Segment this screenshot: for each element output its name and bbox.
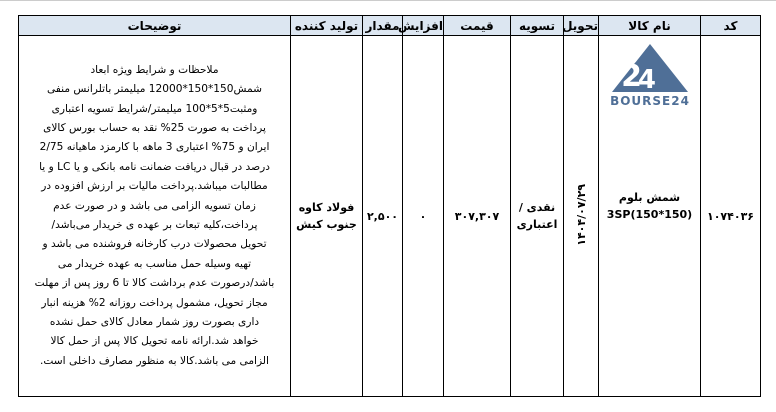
description-line: پرداخت،کلیه تبعات بر عهده ی خریدار می‌با… bbox=[51, 219, 258, 231]
producer-line1: فولاد کاوه bbox=[298, 201, 355, 214]
header-description: توضیحات bbox=[18, 15, 291, 36]
description-line: باشد/درصورت عدم برداشت کالا تا 6 روز پس … bbox=[34, 277, 275, 290]
description-line: مجاز تحویل، مشمول پرداخت روزانه 2% هزینه… bbox=[41, 296, 268, 309]
product-table: کد نام کالا تحویل تسویه قیمت افزایش مقدا… bbox=[18, 15, 761, 397]
settlement-line2: اعتباری bbox=[516, 218, 558, 231]
product-name-line1: شمش بلوم bbox=[618, 191, 681, 204]
increase-cell: ۰ bbox=[402, 35, 444, 397]
product-name-cell: 2 4 BOURSE24 شمش بلوم (150*150)3SP bbox=[598, 35, 701, 397]
table-row: ۱۰۷۴۰۳۶ 2 4 BOURSE24 شمش بلوم (150*150)3… bbox=[18, 35, 761, 397]
settlement-cell: نقدی / اعتباری bbox=[510, 35, 564, 397]
header-increase: افزایش bbox=[398, 15, 444, 36]
description-line: تحویل محصولات درب کارخانه فروشنده می باش… bbox=[42, 238, 267, 251]
svg-text:4: 4 bbox=[637, 65, 655, 95]
description-line: ایران و 75% اعتباری 3 ماهه با کارمزد ماه… bbox=[39, 141, 270, 154]
price-cell: ۳۰۷,۳۰۷ bbox=[443, 35, 511, 397]
description-line: شمش150*150*12000 میلیمتر باتلرانس منفی bbox=[46, 83, 263, 96]
description-line: زمان تسویه الزامی می باشد و در صورت عدم bbox=[53, 199, 256, 212]
delivery-cell: ۱۴۰۴/۰۷/۲۹ bbox=[563, 35, 599, 397]
bourse24-logo: 2 4 BOURSE24 bbox=[599, 42, 700, 111]
svg-text:2: 2 bbox=[621, 59, 642, 94]
delivery-date: ۱۴۰۴/۰۷/۲۹ bbox=[574, 183, 588, 246]
producer-cell: فولاد کاوه جنوب کیش bbox=[290, 35, 363, 397]
code-cell: ۱۰۷۴۰۳۶ bbox=[700, 35, 761, 397]
description-line: ملاحظات و شرایط ویژه ابعاد bbox=[90, 63, 219, 76]
description-line: پرداخت به صورت 25% نقد به حساب بورس کالا… bbox=[43, 121, 266, 134]
header-code: کد bbox=[700, 15, 761, 36]
description-line: خواهد شد.ارائه نامه تحویل کالا پس از حمل… bbox=[50, 335, 259, 348]
description-line: داری بصورت روز شمار معادل کالای حمل نشده bbox=[49, 316, 260, 329]
product-name-line2: (150*150)3SP bbox=[606, 208, 693, 221]
header-quantity: مقدار bbox=[362, 15, 403, 36]
description-cell: ملاحظات و شرایط ویژه ابعاد شمش150*150*120… bbox=[18, 35, 291, 397]
header-price: قیمت bbox=[443, 15, 511, 36]
header-settlement: تسویه bbox=[510, 15, 564, 36]
producer-line2: جنوب کیش bbox=[296, 218, 357, 231]
description-line: درصد در قبال دریافت ضمانت نامه بانکی و ی… bbox=[39, 160, 270, 173]
svg-text:BOURSE24: BOURSE24 bbox=[610, 94, 690, 108]
header-delivery: تحویل bbox=[562, 15, 599, 36]
header-row: کد نام کالا تحویل تسویه قیمت افزایش مقدا… bbox=[18, 15, 761, 36]
settlement-line1: نقدی / bbox=[518, 201, 556, 214]
quantity-cell: ۲,۵۰۰ bbox=[362, 35, 403, 397]
description-line: مطالبات میباشد.پرداخت مالیات بر ارزش افز… bbox=[41, 180, 268, 193]
description-line: الزامی می باشد.کالا به منظور مصارف داخلی… bbox=[40, 354, 269, 367]
description-line: تهیه وسیله حمل مناسب به عهده خریدار می bbox=[57, 257, 252, 270]
description-line: ومثبت5*5*100 میلیمتر/شرایط تسویه اعتباری bbox=[51, 102, 258, 115]
top-divider bbox=[0, 0, 776, 1]
header-producer: تولید کننده bbox=[290, 15, 363, 36]
header-product-name: نام کالا bbox=[598, 15, 701, 36]
